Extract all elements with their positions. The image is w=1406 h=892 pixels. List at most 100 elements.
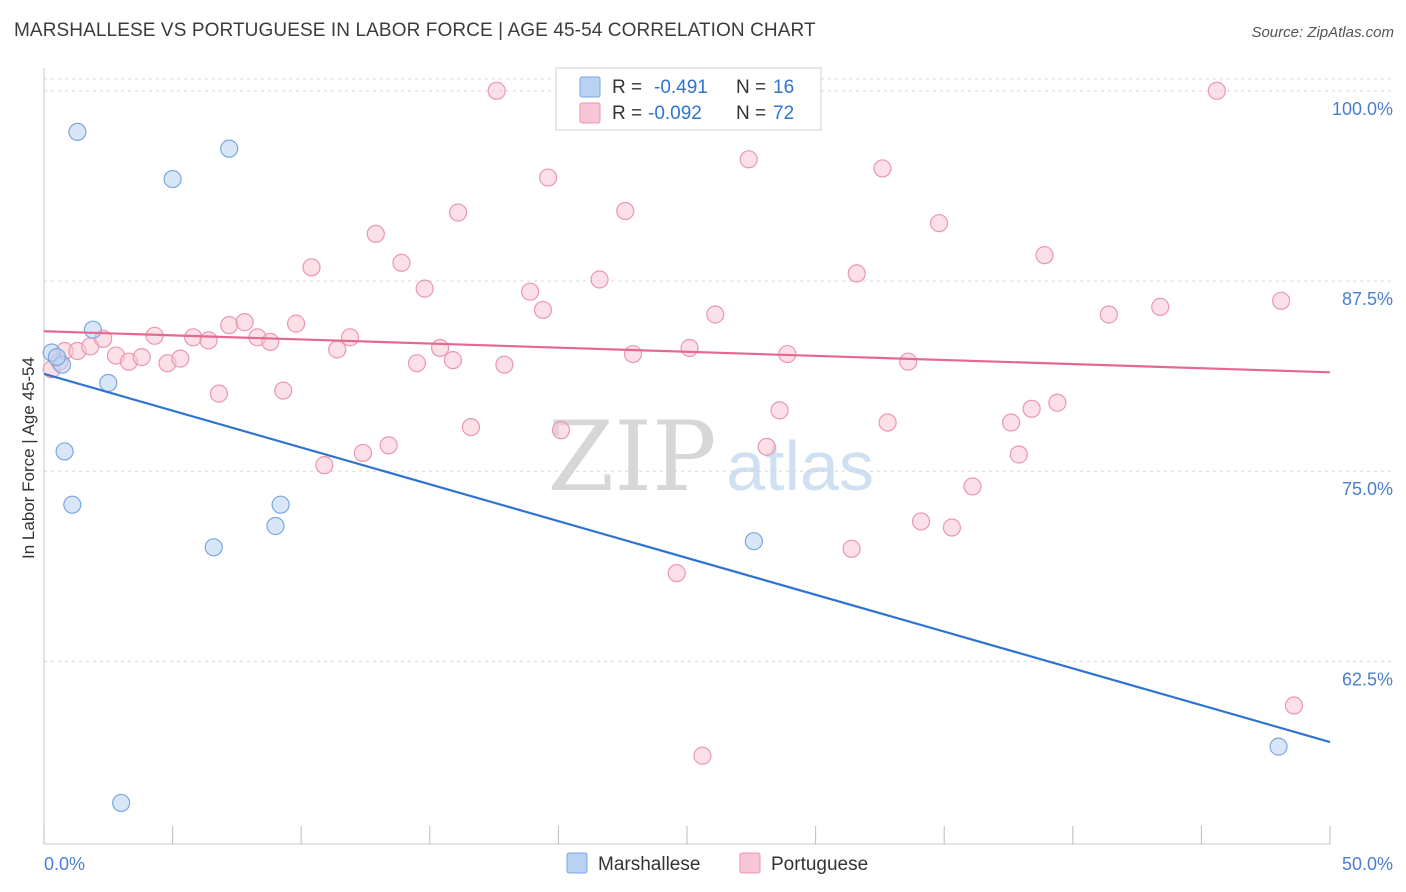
portuguese-point	[392, 253, 411, 272]
marshallese-point	[68, 122, 87, 142]
portuguese-point	[443, 351, 463, 370]
y-tick-label: 75.0%	[1342, 479, 1393, 499]
legend-n-label-2: N =	[736, 103, 766, 124]
portuguese-point	[415, 279, 434, 298]
portuguese-point	[379, 436, 398, 455]
portuguese-point	[706, 305, 725, 324]
portuguese-point	[1001, 413, 1021, 432]
marshallese-point	[83, 320, 102, 339]
portuguese-point	[220, 316, 239, 335]
bottom-legend-marshallese: Marshallese	[598, 854, 700, 875]
marshallese-point	[204, 538, 223, 557]
y-tick-label: 87.5%	[1342, 289, 1393, 309]
bottom-legend-portuguese: Portuguese	[771, 854, 868, 875]
portuguese-point	[286, 314, 306, 333]
portuguese-point	[616, 201, 635, 221]
series-legend: Marshallese Portuguese	[566, 852, 868, 875]
portuguese-point	[340, 328, 360, 347]
portuguese-point	[302, 258, 321, 277]
portuguese-point	[911, 512, 931, 531]
portuguese-point	[521, 282, 540, 301]
scatter-points	[42, 81, 1304, 813]
portuguese-trend-line	[43, 330, 1331, 374]
marshallese-point	[271, 495, 290, 514]
portuguese-point	[623, 344, 643, 364]
bottom-legend-swatch-marshallese	[566, 852, 588, 874]
portuguese-point	[407, 354, 427, 373]
x-tick-label-min: 0.0%	[44, 854, 85, 874]
x-tick-label-max: 50.0%	[1342, 854, 1393, 874]
legend-r-value-1: -0.491	[654, 77, 708, 98]
chart-title: MARSHALLESE VS PORTUGUESE IN LABOR FORCE…	[14, 20, 816, 41]
marshallese-point	[220, 139, 239, 158]
portuguese-point	[539, 168, 558, 187]
legend-r-value-2: -0.092	[648, 103, 702, 124]
portuguese-point	[199, 331, 218, 350]
portuguese-point	[899, 352, 918, 371]
portuguese-point	[315, 456, 334, 475]
portuguese-point	[184, 328, 203, 347]
portuguese-point	[487, 81, 506, 100]
portuguese-point	[495, 355, 514, 374]
marshallese-point	[266, 516, 285, 536]
axes	[43, 68, 1331, 845]
watermark-atlas: atlas	[726, 427, 874, 505]
portuguese-point	[551, 421, 571, 440]
portuguese-point	[430, 338, 450, 358]
correlation-legend: R = -0.491 N = 16 R = -0.092 N = 72	[555, 67, 822, 131]
marshallese-point	[47, 347, 66, 367]
portuguese-point	[757, 437, 776, 456]
portuguese-point	[878, 413, 897, 432]
portuguese-point	[739, 150, 758, 169]
portuguese-point	[235, 313, 254, 332]
portuguese-point	[261, 332, 280, 351]
portuguese-point	[693, 746, 712, 765]
legend-n-value-2: 72	[773, 103, 794, 124]
y-axis-label: In Labor Force | Age 45-54	[19, 357, 38, 559]
portuguese-point	[1272, 291, 1291, 310]
portuguese-point	[929, 214, 949, 233]
portuguese-point	[209, 384, 228, 403]
portuguese-point	[461, 417, 481, 437]
grid-lines	[44, 78, 1392, 662]
portuguese-point	[667, 564, 686, 583]
y-tick-label: 100.0%	[1332, 99, 1393, 119]
legend-r-label-1: R =	[612, 77, 642, 98]
watermark: ZIP atlas	[547, 401, 874, 513]
y-tick-labels: 62.5% 75.0% 87.5% 100.0%	[1332, 99, 1393, 690]
legend-r-label-2: R =	[612, 103, 642, 124]
portuguese-point	[963, 477, 982, 496]
marshallese-point	[1269, 737, 1288, 756]
portuguese-point	[353, 443, 373, 463]
source-label: Source: ZipAtlas.com	[1251, 24, 1394, 41]
portuguese-point	[533, 300, 553, 320]
marshallese-point	[99, 373, 118, 393]
marshallese-point	[63, 495, 82, 514]
legend-n-value-1: 16	[773, 77, 794, 98]
portuguese-point	[1009, 445, 1028, 464]
portuguese-point	[847, 264, 866, 283]
legend-swatch-portuguese	[579, 102, 601, 124]
marshallese-trend-line	[43, 372, 1331, 744]
portuguese-point	[328, 340, 347, 359]
y-tick-label: 62.5%	[1342, 669, 1393, 689]
portuguese-point	[366, 224, 385, 243]
portuguese-point	[680, 338, 699, 358]
marshallese-point	[744, 532, 763, 551]
portuguese-point	[1048, 393, 1067, 412]
bottom-legend-swatch-portuguese	[739, 852, 761, 874]
trend-lines	[43, 330, 1331, 744]
portuguese-point	[448, 203, 468, 222]
portuguese-point	[1151, 297, 1170, 316]
portuguese-point	[873, 159, 892, 178]
portuguese-point	[132, 347, 151, 367]
legend-swatch-marshallese	[579, 76, 601, 98]
portuguese-point	[842, 539, 861, 558]
portuguese-point	[1284, 696, 1304, 715]
watermark-zip: ZIP	[547, 401, 716, 513]
portuguese-point	[171, 349, 190, 368]
marshallese-point	[163, 169, 182, 189]
portuguese-point	[1022, 399, 1041, 418]
portuguese-point	[274, 381, 293, 400]
